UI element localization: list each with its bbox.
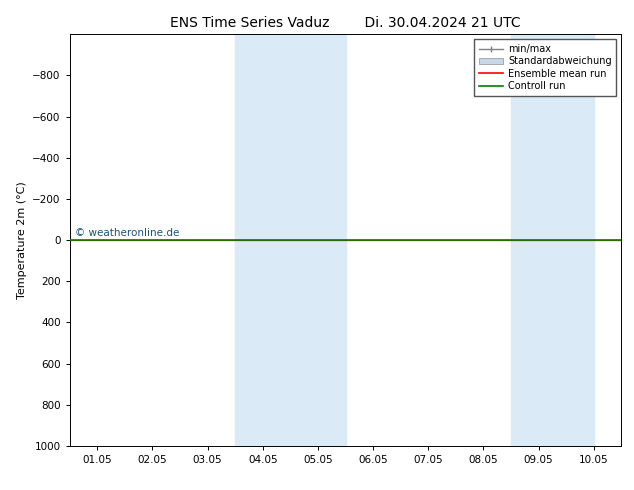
Bar xyxy=(235,34,346,446)
Bar xyxy=(511,34,593,446)
Legend: min/max, Standardabweichung, Ensemble mean run, Controll run: min/max, Standardabweichung, Ensemble me… xyxy=(474,39,616,96)
Title: ENS Time Series Vaduz        Di. 30.04.2024 21 UTC: ENS Time Series Vaduz Di. 30.04.2024 21 … xyxy=(170,16,521,30)
Text: © weatheronline.de: © weatheronline.de xyxy=(75,228,179,238)
Y-axis label: Temperature 2m (°C): Temperature 2m (°C) xyxy=(16,181,27,299)
